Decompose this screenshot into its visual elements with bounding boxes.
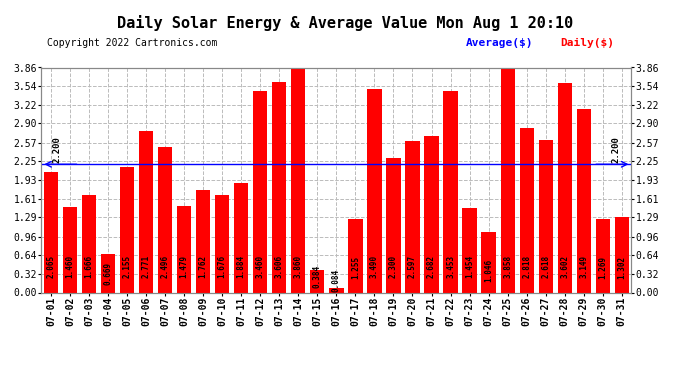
Text: 2.155: 2.155	[123, 255, 132, 278]
Text: 3.149: 3.149	[580, 255, 589, 278]
Bar	[386, 158, 401, 292]
Bar	[462, 208, 477, 292]
Text: 2.300: 2.300	[389, 255, 398, 278]
Text: 3.602: 3.602	[560, 255, 569, 278]
Text: Daily Solar Energy & Average Value Mon Aug 1 20:10: Daily Solar Energy & Average Value Mon A…	[117, 15, 573, 31]
Text: 2.771: 2.771	[141, 255, 150, 278]
Text: Average($): Average($)	[466, 38, 533, 48]
Bar	[234, 183, 248, 292]
Text: 1.479: 1.479	[179, 255, 188, 278]
Bar	[500, 68, 515, 292]
Bar	[367, 89, 382, 292]
Text: 2.200: 2.200	[611, 136, 620, 162]
Bar	[424, 136, 439, 292]
Bar	[158, 147, 172, 292]
Bar	[291, 68, 306, 292]
Bar	[177, 206, 191, 292]
Text: 1.302: 1.302	[618, 256, 627, 279]
Text: 1.460: 1.460	[66, 255, 75, 278]
Text: 0.384: 0.384	[313, 266, 322, 288]
Text: Copyright 2022 Cartronics.com: Copyright 2022 Cartronics.com	[48, 38, 217, 48]
Bar	[43, 172, 58, 292]
Text: 3.606: 3.606	[275, 255, 284, 278]
Text: 0.084: 0.084	[332, 268, 341, 292]
Bar	[558, 82, 572, 292]
Text: 1.255: 1.255	[351, 256, 360, 279]
Text: 1.676: 1.676	[217, 255, 227, 278]
Bar	[444, 91, 457, 292]
Text: Daily($): Daily($)	[560, 38, 615, 48]
Text: 2.618: 2.618	[541, 255, 550, 278]
Text: 3.453: 3.453	[446, 255, 455, 278]
Bar	[82, 195, 96, 292]
Bar	[577, 109, 591, 292]
Text: 1.762: 1.762	[199, 255, 208, 278]
Bar	[253, 91, 268, 292]
Text: 0.669: 0.669	[104, 262, 112, 285]
Bar	[215, 195, 229, 292]
Bar	[348, 219, 362, 292]
Text: 2.496: 2.496	[161, 255, 170, 278]
Bar	[329, 288, 344, 292]
Bar	[539, 140, 553, 292]
Text: 1.884: 1.884	[237, 255, 246, 278]
Text: 2.200: 2.200	[52, 136, 61, 162]
Bar	[120, 167, 134, 292]
Text: 2.597: 2.597	[408, 255, 417, 278]
Text: 1.666: 1.666	[84, 255, 93, 278]
Bar	[482, 231, 495, 292]
Text: 3.490: 3.490	[370, 255, 379, 278]
Bar	[272, 82, 286, 292]
Bar	[615, 217, 629, 292]
Text: 2.818: 2.818	[522, 255, 531, 278]
Text: 2.065: 2.065	[46, 255, 55, 278]
Text: 3.858: 3.858	[503, 255, 512, 278]
Bar	[310, 270, 324, 292]
Text: 1.269: 1.269	[598, 256, 607, 279]
Text: 3.460: 3.460	[256, 255, 265, 278]
Bar	[63, 207, 77, 292]
Bar	[196, 190, 210, 292]
Bar	[595, 219, 610, 292]
Bar	[520, 128, 534, 292]
Text: 3.860: 3.860	[294, 255, 303, 278]
Text: 1.454: 1.454	[465, 255, 474, 278]
Text: 2.682: 2.682	[427, 255, 436, 278]
Bar	[101, 254, 115, 292]
Text: 1.046: 1.046	[484, 258, 493, 282]
Bar	[405, 141, 420, 292]
Bar	[139, 131, 153, 292]
